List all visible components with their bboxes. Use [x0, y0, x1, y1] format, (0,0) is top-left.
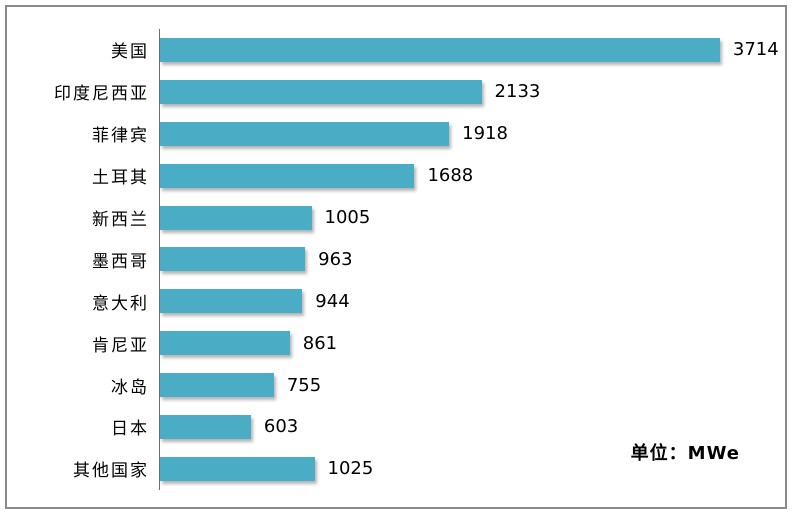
bar-area: 861	[159, 322, 785, 364]
bar	[160, 205, 312, 230]
bar-area: 603	[159, 406, 785, 448]
bar-area: 944	[159, 280, 785, 322]
bar-area: 755	[159, 364, 785, 406]
category-label: 土耳其	[92, 168, 149, 189]
value-label: 861	[302, 332, 338, 354]
bar	[160, 37, 720, 62]
value-label: 1005	[324, 207, 371, 228]
bar-area: 1025	[159, 448, 785, 490]
bar-area: 1005	[159, 197, 785, 239]
bar	[160, 289, 303, 314]
bar-area: 1688	[159, 155, 785, 197]
bar-area: 3714	[159, 29, 785, 71]
chart-row: 美国 3714	[7, 29, 785, 71]
bar	[160, 456, 315, 481]
chart-row: 墨西哥 963	[7, 238, 785, 280]
category-label: 肯尼亚	[92, 335, 149, 356]
value-label: 1025	[327, 458, 374, 480]
chart-row: 冰岛 755	[7, 364, 785, 406]
bar	[160, 121, 450, 146]
value-label: 603	[263, 416, 299, 438]
category-label: 墨西哥	[92, 251, 149, 272]
bar	[160, 247, 306, 272]
category-label: 日本	[111, 419, 149, 440]
bar	[160, 79, 482, 104]
value-label: 963	[318, 248, 353, 270]
category-label: 印度尼西亚	[54, 84, 149, 105]
chart-frame: 美国 3714 印度尼西亚 2133 菲律宾 1918 土耳其 1688 新西兰 1005 墨西哥 9…	[5, 5, 787, 509]
value-label: 1688	[427, 165, 474, 187]
chart-row: 菲律宾 1918	[7, 113, 785, 155]
value-label: 1918	[462, 123, 508, 145]
chart-row: 意大利 944	[7, 280, 785, 322]
y-axis-line	[159, 29, 160, 490]
unit-annotation: 单位：MWe	[630, 443, 740, 464]
chart-rows: 美国 3714 印度尼西亚 2133 菲律宾 1918 土耳其 1688 新西兰 1005 墨西哥 9…	[7, 29, 785, 490]
value-label: 755	[286, 374, 322, 396]
bar	[160, 414, 251, 439]
chart-row: 其他国家 1025	[7, 448, 785, 490]
category-label: 冰岛	[111, 377, 149, 398]
category-label: 其他国家	[73, 461, 149, 482]
category-label: 菲律宾	[92, 126, 149, 147]
bar-chart: 美国 3714 印度尼西亚 2133 菲律宾 1918 土耳其 1688 新西兰 1005 墨西哥 9…	[7, 29, 785, 490]
category-label: 美国	[111, 42, 149, 63]
chart-row: 印度尼西亚 2133	[7, 71, 785, 113]
chart-row: 土耳其 1688	[7, 155, 785, 197]
bar-area: 2133	[159, 71, 785, 113]
bar	[160, 331, 290, 356]
bar-area: 963	[159, 238, 785, 280]
category-label: 意大利	[92, 293, 149, 314]
value-label: 3714	[732, 39, 779, 61]
chart-row: 肯尼亚 861	[7, 322, 785, 364]
bar	[160, 163, 415, 188]
value-label: 2133	[494, 81, 541, 103]
chart-row: 日本 603	[7, 406, 785, 448]
chart-row: 新西兰 1005	[7, 197, 785, 239]
category-label: 新西兰	[92, 210, 149, 230]
value-label: 944	[315, 290, 350, 312]
bar-area: 1918	[159, 113, 785, 155]
bar	[160, 373, 274, 398]
